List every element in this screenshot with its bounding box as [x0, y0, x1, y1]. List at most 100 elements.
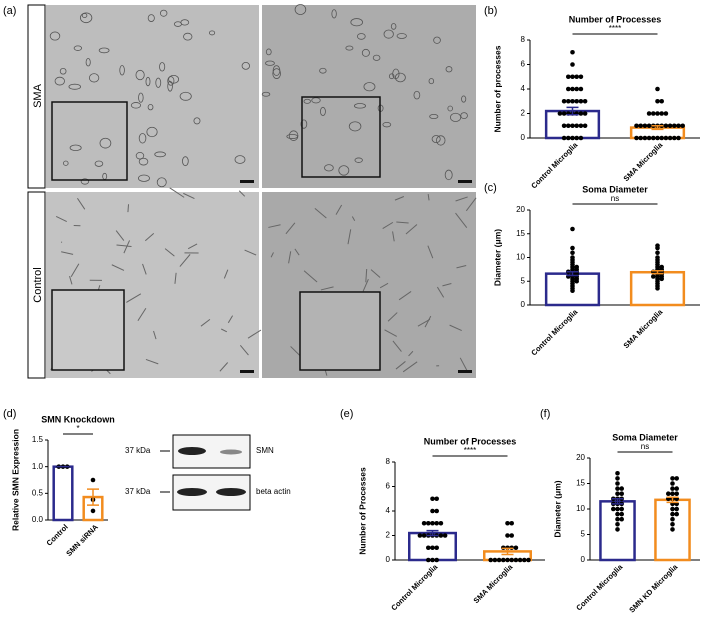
- y-tick-label: 0: [521, 300, 526, 309]
- y-tick-label: 10: [576, 504, 585, 513]
- cell: [465, 197, 477, 212]
- data-point: [655, 111, 660, 116]
- data-point: [615, 527, 620, 532]
- error-bar: [501, 547, 514, 556]
- cell: [392, 340, 402, 352]
- scale-bar: [240, 180, 254, 183]
- data-point: [526, 557, 531, 563]
- y-axis-label: Diameter (μm): [492, 229, 502, 286]
- data-point: [582, 98, 588, 104]
- data-point: [619, 486, 624, 491]
- cell: [219, 362, 229, 372]
- data-point: [638, 135, 643, 141]
- cell: [402, 361, 418, 373]
- data-point: [619, 511, 624, 517]
- panel-label: (e): [340, 408, 353, 420]
- data-point: [582, 111, 588, 116]
- data-point: [670, 516, 675, 522]
- error-bar: [566, 106, 579, 116]
- data-point: [421, 520, 427, 526]
- data-point: [663, 111, 669, 116]
- panel-a: (a) SMA Control: [3, 4, 477, 379]
- data-point: [561, 111, 567, 116]
- data-point: [430, 545, 435, 551]
- data-point: [615, 481, 620, 486]
- cell: [427, 194, 430, 201]
- cell: [138, 174, 150, 182]
- data-point: [90, 508, 96, 514]
- cell: [239, 344, 249, 356]
- inset-box: [299, 291, 381, 371]
- data-point: [619, 516, 624, 522]
- data-point: [651, 274, 656, 279]
- cell: [54, 76, 65, 86]
- data-point: [442, 533, 448, 538]
- chart-title: SMN Knockdown: [41, 414, 115, 424]
- cell: [303, 98, 311, 104]
- significance-label: *: [76, 424, 79, 433]
- cell: [244, 249, 257, 256]
- cell: [183, 32, 193, 41]
- cell: [285, 222, 296, 235]
- y-tick-label: 20: [576, 453, 585, 462]
- cell: [127, 204, 130, 213]
- cell: [348, 121, 362, 132]
- cell: [265, 60, 275, 66]
- data-point: [680, 123, 685, 129]
- cell: [350, 18, 363, 27]
- cell: [59, 67, 67, 75]
- band-label: SMN: [256, 446, 274, 455]
- data-point: [672, 135, 677, 141]
- cell: [179, 91, 192, 101]
- y-tick-label: 10: [516, 253, 525, 262]
- data-point: [646, 111, 652, 116]
- data-point: [430, 557, 435, 563]
- cell: [383, 29, 394, 39]
- error-bar: [426, 529, 439, 537]
- cell: [390, 23, 397, 30]
- cell: [81, 13, 88, 19]
- y-tick-label: 5: [521, 276, 526, 285]
- cell: [372, 54, 381, 61]
- data-point: [655, 135, 660, 141]
- data-point: [574, 135, 579, 141]
- data-point: [570, 123, 575, 129]
- data-point: [561, 135, 567, 141]
- cell: [288, 130, 299, 141]
- error-bar: [566, 271, 579, 277]
- data-point: [570, 135, 575, 141]
- data-point: [566, 135, 571, 141]
- x-tick-label: SMA Microglia: [622, 307, 665, 350]
- cell: [442, 282, 452, 287]
- cell: [331, 9, 337, 19]
- cells: [49, 4, 477, 376]
- cell: [324, 164, 334, 172]
- cell: [294, 248, 300, 256]
- cell: [144, 233, 155, 242]
- data-point: [676, 135, 681, 141]
- data-point: [570, 226, 575, 232]
- cell: [384, 329, 397, 337]
- y-tick-label: 5: [581, 530, 586, 539]
- cell: [456, 265, 467, 269]
- data-point: [570, 245, 575, 251]
- data-point: [509, 533, 514, 538]
- data-point: [655, 98, 660, 104]
- cell: [69, 144, 82, 152]
- scale-bar: [458, 180, 472, 183]
- band: [220, 449, 242, 455]
- data-point: [615, 516, 620, 522]
- cell: [155, 77, 162, 88]
- y-tick-label: 8: [521, 35, 526, 44]
- cell: [135, 69, 145, 81]
- chart-title: Number of Processes: [569, 14, 662, 24]
- cell: [424, 315, 432, 328]
- cell: [362, 278, 369, 292]
- cell: [69, 275, 73, 285]
- x-tick-label: Control Microglia: [529, 307, 580, 358]
- cell: [147, 104, 154, 111]
- data-point: [667, 123, 673, 129]
- data-point: [505, 533, 510, 538]
- cell: [455, 196, 468, 202]
- data-point: [615, 476, 620, 481]
